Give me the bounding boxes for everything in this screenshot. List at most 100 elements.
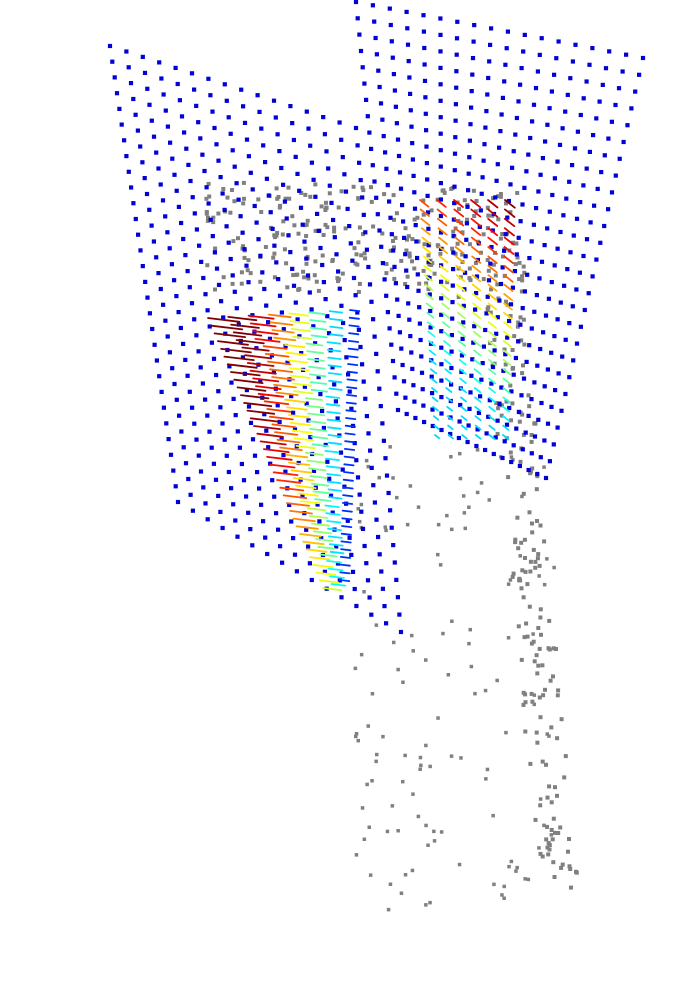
grid-point [233,518,238,523]
grid-point [459,353,465,358]
scatter-point [510,574,515,579]
grid-point [246,510,251,515]
grid-point [468,122,473,127]
scatter-point [551,816,556,821]
grid-point [138,144,143,149]
vector-arrow [503,311,513,320]
scatter-point [510,348,515,352]
grid-point [543,139,548,144]
grid-point [347,535,352,540]
vector-arrow [230,323,260,329]
vector-arrow [426,311,435,319]
grid-point [307,561,312,566]
grid-point [315,502,320,507]
grid-point [259,126,264,131]
grid-point [422,78,428,83]
scatter-point [523,556,527,560]
grid-point [285,360,290,365]
scatter-point [394,211,399,216]
grid-point [450,300,455,305]
grid-point [377,228,382,233]
vector-arrow [441,302,450,310]
scatter-point [502,896,506,900]
grid-point [147,207,152,212]
grid-point [216,389,221,394]
scatter-point [534,653,539,658]
grid-point [226,115,231,120]
vector-arrow [327,567,344,572]
vector-arrow [340,540,352,544]
vector-arrow [305,451,324,456]
grid-point [574,287,579,292]
grid-point [201,275,206,281]
grid-point [571,233,576,238]
grid-point [439,345,444,350]
vector-arrow [470,199,482,209]
grid-point [363,230,368,235]
scatter-point [438,251,443,256]
vector-arrow [503,283,514,293]
grid-point [218,509,223,514]
scatter-point [324,205,329,210]
grid-point [410,141,415,146]
vector-arrow [262,448,290,454]
grid-point [170,156,175,161]
scatter-point [549,725,554,730]
scatter-point [204,196,209,201]
scatter-point [360,185,365,190]
scatter-point [509,859,514,864]
scatter-point [384,528,388,533]
grid-point [327,476,332,481]
grid-point [422,62,427,67]
grid-point [492,348,497,353]
grid-point [348,241,353,246]
scatter-point [357,225,362,230]
vector-arrow [342,494,354,498]
scatter-point [485,205,490,210]
grid-point [542,384,547,389]
vector-arrow [326,418,342,423]
grid-point [418,337,423,343]
grid-point [383,150,388,155]
grid-point [402,235,407,240]
vector-arrow [326,410,341,415]
grid-point [470,72,475,77]
grid-point [387,6,392,11]
grid-point [422,419,427,425]
vector-arrow [503,264,514,274]
vector-arrow [308,556,331,561]
grid-point [181,236,186,242]
grid-point [165,334,170,339]
scatter-point [241,201,246,206]
scatter-point [302,275,307,280]
grid-point [133,112,138,117]
vector-arrow [315,538,334,542]
grid-point [565,92,570,97]
vector-arrow [341,509,353,513]
vector-arrow [252,377,280,383]
scatter-point [538,607,543,612]
vector-arrow [343,471,355,475]
scatter-point [231,239,236,244]
scatter-point [559,865,564,870]
scatter-point [424,743,428,748]
scatter-point [356,196,361,201]
grid-point [466,423,471,428]
vector-arrow [326,348,342,353]
grid-point [214,372,219,378]
scatter-point [204,210,209,214]
grid-point [281,453,286,458]
vector-arrow [443,349,452,357]
grid-point [263,160,268,165]
vector-arrow [446,405,454,412]
scatter-point [462,511,467,515]
grid-point [325,314,330,319]
vector-arrow [241,346,270,352]
grid-point [421,403,426,408]
scatter-point [415,215,420,220]
grid-point [536,189,541,194]
grid-point [395,407,401,413]
grid-point [334,252,339,257]
vector-arrow [487,283,498,292]
scatter-point [530,530,535,535]
